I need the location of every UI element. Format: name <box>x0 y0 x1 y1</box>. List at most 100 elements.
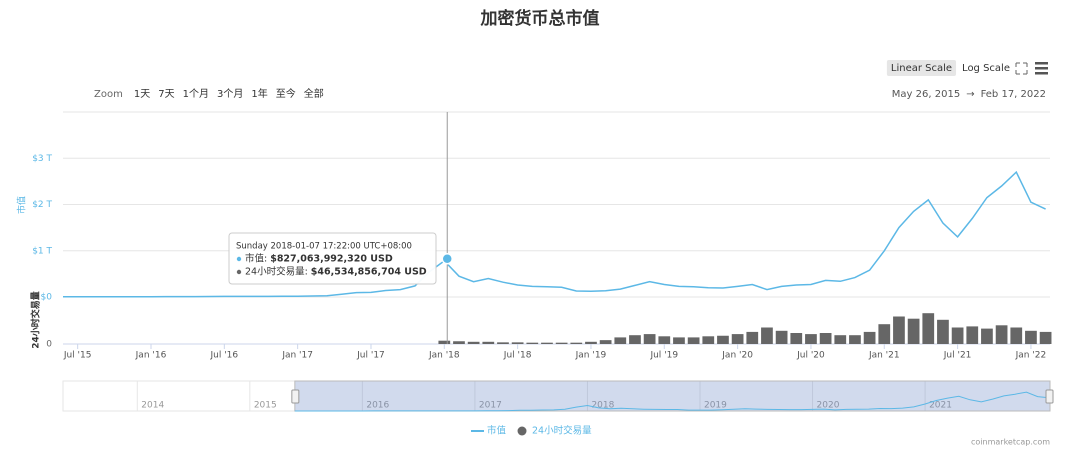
navigator-line <box>294 391 1049 412</box>
volume-bar <box>981 328 993 344</box>
credit: coinmarketcap.com <box>971 438 1050 447</box>
tooltip-box <box>228 232 437 285</box>
navigator-handle[interactable] <box>1045 389 1054 404</box>
volume-bar <box>511 342 524 344</box>
tooltip-value: $46,534,856,704 USD <box>311 267 427 278</box>
legend-label[interactable]: 市值 <box>487 425 507 437</box>
y2-axis-label: 24小时交易量 <box>30 291 42 349</box>
volume-bar <box>863 331 876 344</box>
volume-bar <box>570 342 583 344</box>
tooltip-name: 24小时交易量: <box>245 266 308 278</box>
zoom-button[interactable]: 1个月 <box>183 88 209 100</box>
x-tick-label: Jan '21 <box>868 351 900 361</box>
scale-button[interactable]: Log Scale <box>962 63 1010 74</box>
volume-bar <box>541 342 553 344</box>
volume-bar <box>717 335 729 344</box>
volume-bar <box>629 335 641 344</box>
volume-bar <box>951 327 964 344</box>
volume-bar <box>555 342 568 344</box>
navigator-tick-label: 2019 <box>704 401 727 411</box>
zoom-button[interactable]: 7天 <box>158 89 174 100</box>
volume-bar <box>805 334 817 344</box>
tooltip-bullet <box>236 269 242 275</box>
zoom-button[interactable]: 1年 <box>251 87 267 100</box>
tooltip-point <box>441 252 453 265</box>
zoom-button[interactable]: 1天 <box>134 89 150 100</box>
volume-bar <box>966 326 979 344</box>
volume-bar <box>849 335 861 344</box>
x-tick-label: Jul '18 <box>503 351 532 361</box>
volume-bar <box>731 334 744 344</box>
tooltip-value: $827,063,992,320 USD <box>270 254 393 265</box>
x-tick-label: Jul '16 <box>209 351 238 361</box>
volume-bar <box>922 313 935 344</box>
range-arrow: → <box>966 89 974 100</box>
tooltip-bullet <box>236 256 242 262</box>
volume-bar <box>614 337 627 344</box>
y-tick-label: $3 T <box>32 154 52 164</box>
volume-bar <box>937 319 949 344</box>
zoom-button[interactable]: 至今 <box>276 87 296 100</box>
x-tick-label: Jul '21 <box>943 351 972 361</box>
y-axis-label: 市值 <box>16 196 28 214</box>
volume-bar <box>658 336 671 344</box>
x-tick-label: Jan '20 <box>721 351 753 361</box>
volume-bar <box>834 335 847 344</box>
navigator-handle[interactable] <box>291 389 300 404</box>
navigator-tick-label: 2014 <box>141 401 164 411</box>
range-from: May 26, 2015 <box>892 89 960 100</box>
range-to: Feb 17, 2022 <box>981 89 1046 100</box>
scale-button-bg <box>886 60 957 76</box>
volume-bar <box>1010 327 1023 344</box>
navigator-tick-label: 2021 <box>929 401 952 411</box>
volume-bar <box>585 341 597 344</box>
x-tick-label: Jan '22 <box>1015 351 1047 361</box>
volume-bar <box>702 336 715 344</box>
y2-tick-label: 0 <box>46 340 52 350</box>
navigator-bg <box>62 380 1051 412</box>
volume-bar <box>878 324 891 344</box>
volume-bar <box>687 337 700 344</box>
menu-icon[interactable] <box>1035 67 1048 70</box>
zoom-button[interactable]: 全部 <box>304 87 324 100</box>
volume-bar <box>526 342 539 344</box>
zoom-button[interactable]: 3个月 <box>217 88 243 100</box>
y-tick-label: $0 <box>41 293 53 303</box>
navigator-selection[interactable] <box>294 380 1051 412</box>
volume-bar <box>438 340 451 344</box>
fullscreen-icon[interactable] <box>1015 62 1028 75</box>
tooltip-name: 市值: <box>245 253 267 265</box>
volume-bar <box>467 341 480 344</box>
x-tick-label: Jan '19 <box>575 351 607 361</box>
x-tick-label: Jul '15 <box>63 351 92 361</box>
volume-bar <box>995 325 1008 344</box>
legend-label[interactable]: 24小时交易量 <box>532 425 592 437</box>
x-tick-label: Jan '18 <box>428 351 460 361</box>
volume-bar <box>453 341 465 344</box>
chart-title: 加密货币总市值 <box>480 8 600 29</box>
navigator-tick-label: 2018 <box>591 401 614 411</box>
x-tick-label: Jan '17 <box>281 351 313 361</box>
volume-bar <box>1039 331 1052 344</box>
volume-bar <box>893 316 905 344</box>
volume-bar <box>907 318 920 344</box>
y-tick-label: $2 T <box>32 200 52 210</box>
navigator-tick-label: 2017 <box>479 401 502 411</box>
x-tick-label: Jul '20 <box>796 351 825 361</box>
volume-bar <box>1025 330 1037 344</box>
menu-icon[interactable] <box>1035 62 1048 65</box>
series-line <box>63 170 1046 298</box>
navigator-tick-label: 2020 <box>817 401 840 411</box>
tooltip-header: Sunday 2018-01-07 17:22:00 UTC+08:00 <box>236 242 412 252</box>
volume-bar <box>775 330 788 344</box>
menu-icon[interactable] <box>1035 72 1048 75</box>
volume-bar <box>497 342 509 344</box>
volume-bar <box>761 327 773 344</box>
scale-button[interactable]: Linear Scale <box>891 63 952 74</box>
x-tick-label: Jul '19 <box>649 351 678 361</box>
volume-bar <box>790 333 803 344</box>
volume-bar <box>599 340 612 344</box>
y-tick-label: $1 T <box>32 246 52 256</box>
